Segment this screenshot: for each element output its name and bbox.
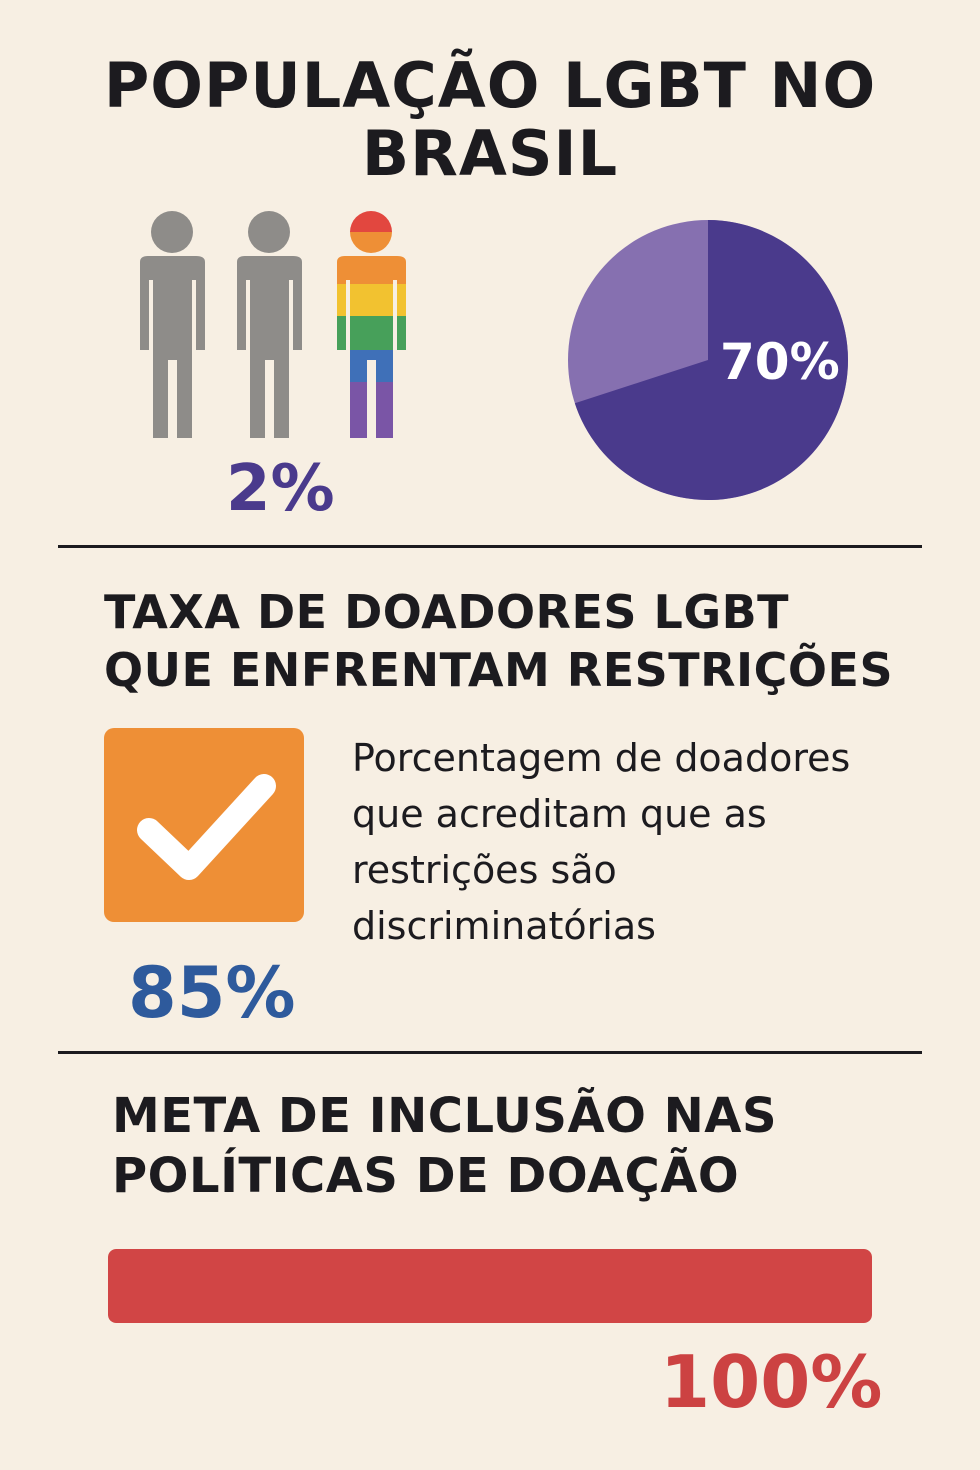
pie-main-slice (574, 220, 848, 500)
goal-progress-bar (108, 1249, 872, 1323)
restrictions-title: TAXA DE DOADORES LGBT QUE ENFRENTAM REST… (104, 585, 894, 697)
population-percent: 2% (226, 452, 335, 526)
section-divider (58, 1051, 922, 1054)
restrictions-description: Porcentagem de doadores que acreditam qu… (352, 736, 851, 948)
page-title: POPULAÇÃO LGBT NO BRASIL (103, 49, 877, 190)
pie-percent-label: 70% (720, 333, 840, 391)
people-icon-group (130, 210, 430, 445)
person-rainbow-icon (337, 211, 406, 438)
section-divider (58, 545, 922, 548)
goal-title: META DE INCLUSÃO NAS POLÍTICAS DE DOAÇÃO (112, 1088, 778, 1204)
restrictions-percent: 85% (128, 952, 296, 1034)
goal-percent: 100% (660, 1340, 883, 1424)
person-gray-icon (237, 211, 302, 438)
check-box (104, 728, 304, 922)
goal-progress-fill (108, 1249, 872, 1323)
checkmark-icon (137, 774, 276, 880)
pie-chart (568, 220, 848, 500)
person-gray-icon (140, 211, 205, 438)
